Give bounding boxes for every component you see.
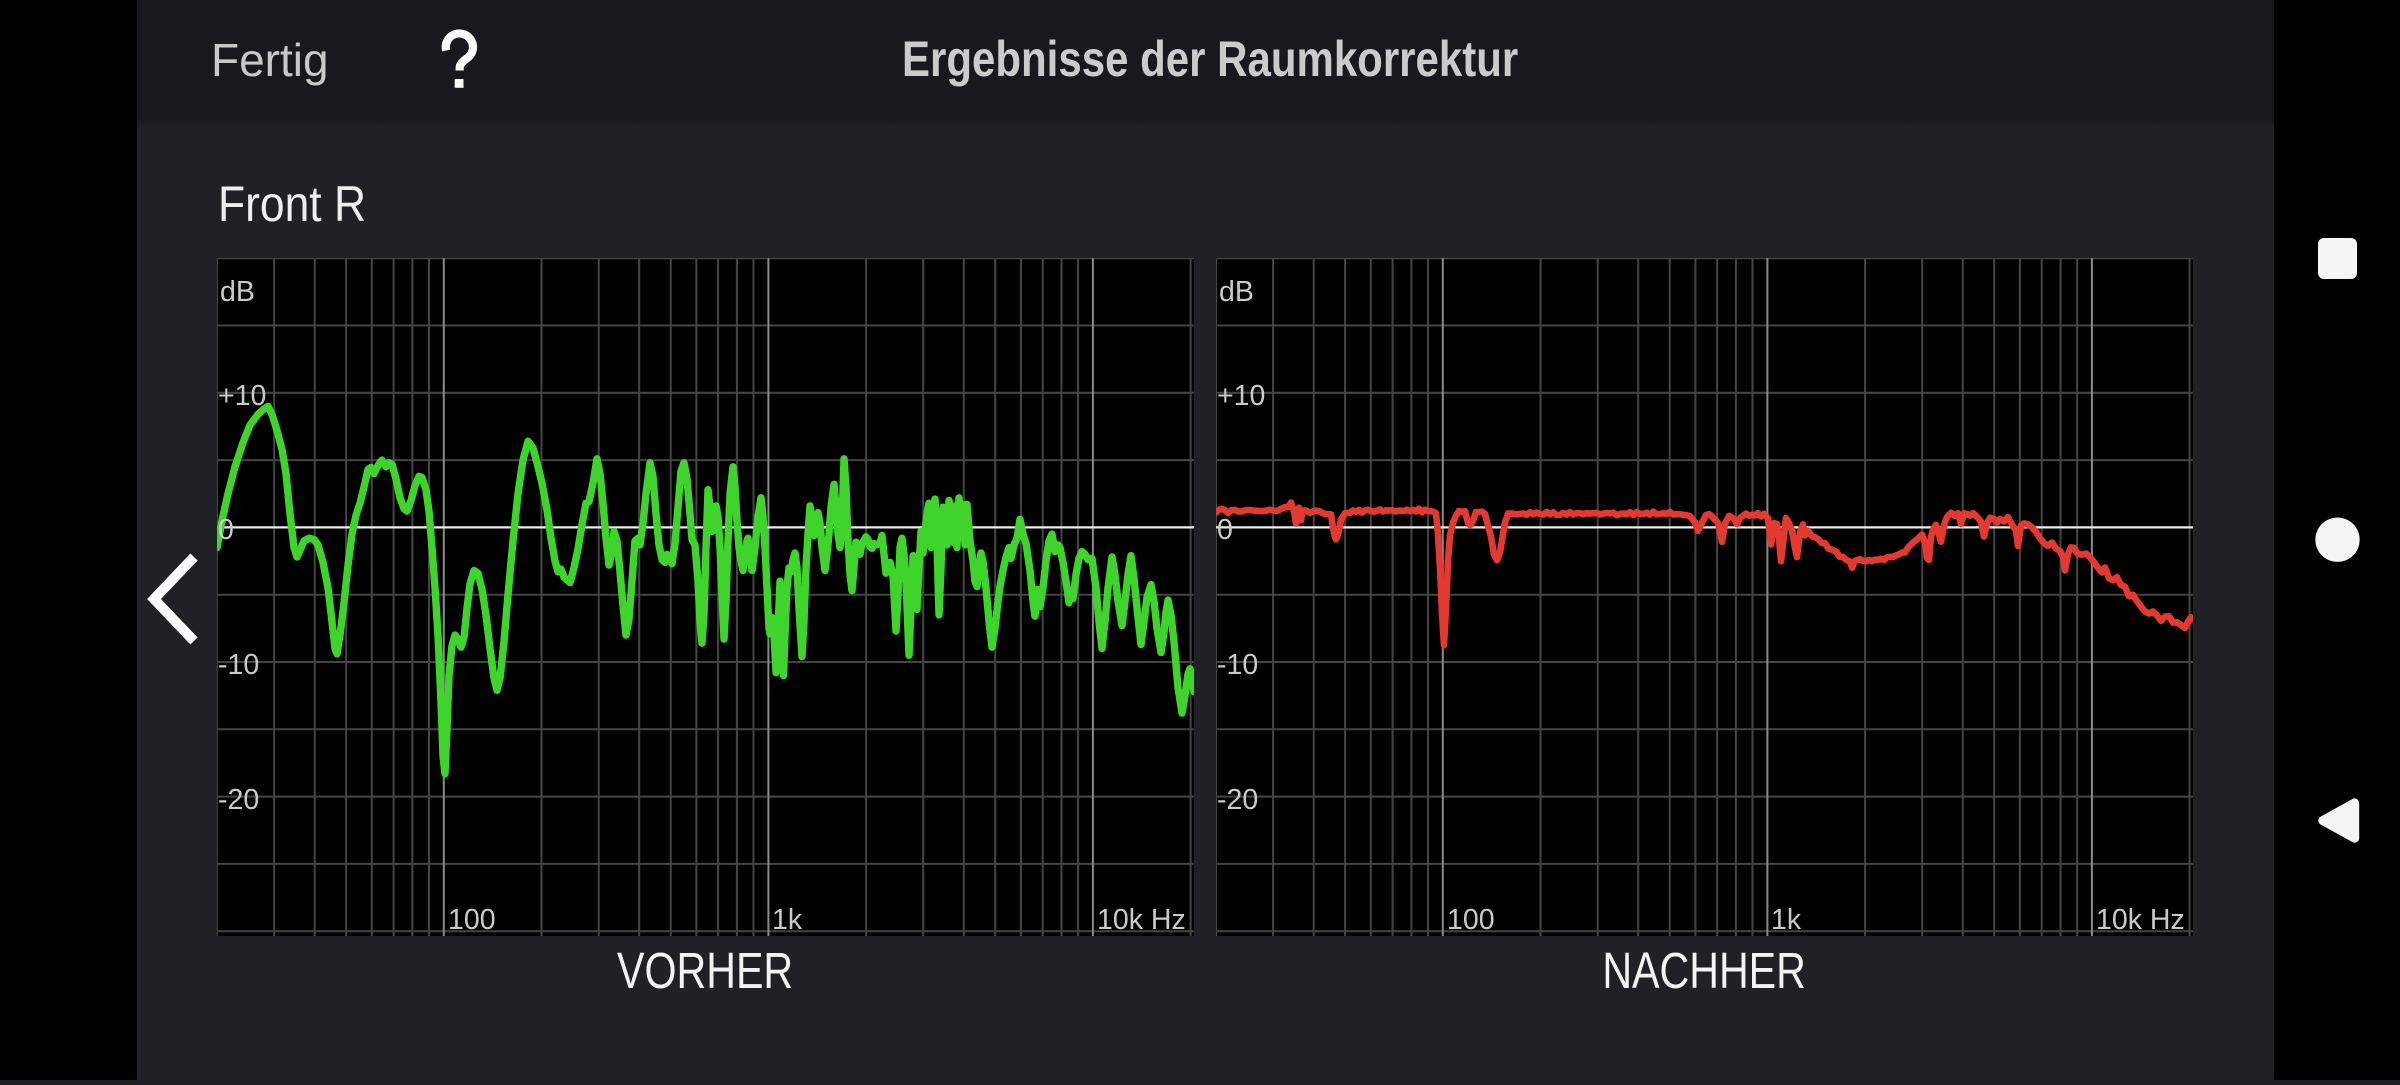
svg-text:1k: 1k <box>1771 904 1802 936</box>
svg-text:dB: dB <box>1219 276 1254 308</box>
svg-text:+10: +10 <box>1217 380 1265 412</box>
svg-text:0: 0 <box>218 514 234 546</box>
svg-text:10k Hz: 10k Hz <box>1097 904 1186 936</box>
svg-text:-10: -10 <box>1217 649 1258 681</box>
svg-text:dB: dB <box>220 276 255 308</box>
svg-text:-20: -20 <box>218 784 259 816</box>
svg-text:100: 100 <box>448 904 496 936</box>
svg-text:-10: -10 <box>218 649 259 681</box>
svg-text:100: 100 <box>1447 904 1495 936</box>
svg-text:-20: -20 <box>1217 784 1258 816</box>
svg-text:10k Hz: 10k Hz <box>2096 904 2185 936</box>
svg-text:1k: 1k <box>772 904 803 936</box>
svg-text:0: 0 <box>1217 514 1233 546</box>
svg-text:+10: +10 <box>218 380 266 412</box>
